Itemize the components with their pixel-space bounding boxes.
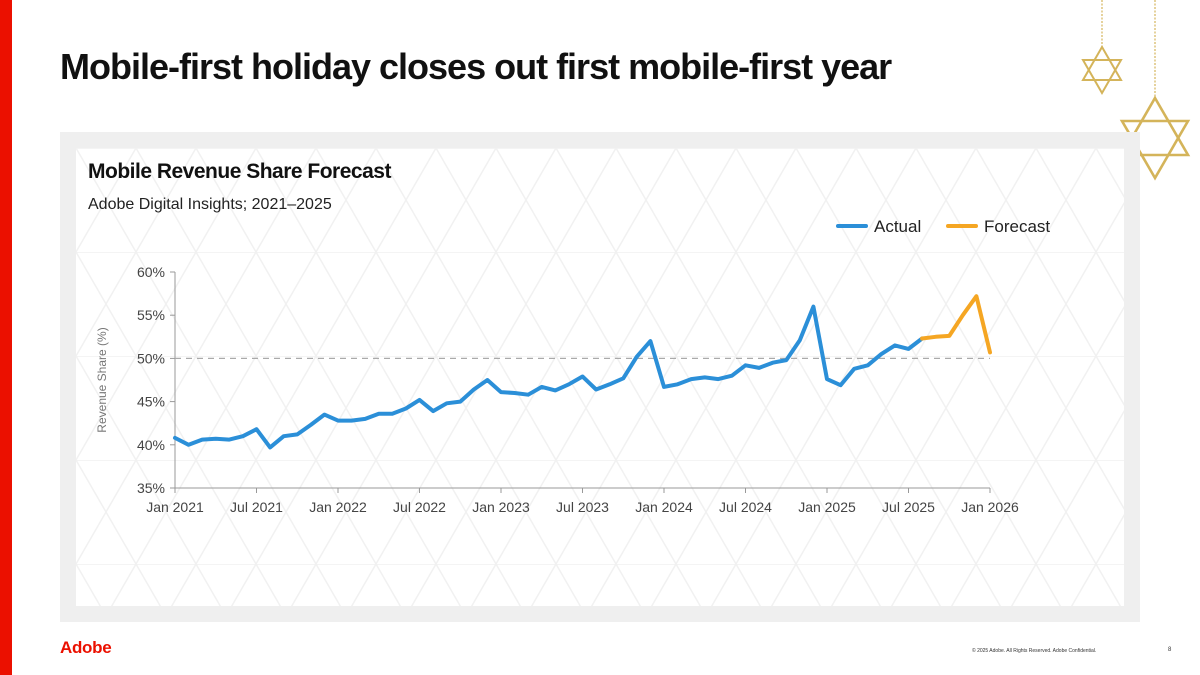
chart-card: Mobile Revenue Share Forecast Adobe Digi… xyxy=(76,148,1124,606)
x-tick-label: Jul 2021 xyxy=(230,499,283,515)
y-tick-label: 35% xyxy=(137,480,165,496)
y-tick-label: 45% xyxy=(137,394,165,410)
legend-label-actual: Actual xyxy=(874,217,921,236)
series-line-actual xyxy=(173,304,925,450)
x-tick-label: Jan 2025 xyxy=(798,499,856,515)
x-tick-label: Jan 2023 xyxy=(472,499,530,515)
slide-title: Mobile-first holiday closes out first mo… xyxy=(60,46,892,87)
x-tick-label: Jan 2021 xyxy=(146,499,204,515)
x-tick-label: Jan 2022 xyxy=(309,499,367,515)
brand-red-bar xyxy=(0,0,12,675)
y-tick-label: 50% xyxy=(137,350,165,366)
chart-subtitle: Adobe Digital Insights; 2021–2025 xyxy=(88,196,332,213)
x-tick-label: Jul 2023 xyxy=(556,499,609,515)
x-tick-label: Jul 2024 xyxy=(719,499,772,515)
series-line-forecast xyxy=(920,294,992,355)
page-number: 8 xyxy=(1168,647,1172,653)
legend-label-forecast: Forecast xyxy=(984,217,1050,236)
adobe-logo: Adobe xyxy=(60,638,112,657)
chart-title: Mobile Revenue Share Forecast xyxy=(88,160,391,183)
y-tick-label: 60% xyxy=(137,264,165,280)
x-tick-label: Jan 2024 xyxy=(635,499,693,515)
x-tick-label: Jul 2025 xyxy=(882,499,935,515)
y-tick-label: 40% xyxy=(137,437,165,453)
star-of-david-small-icon xyxy=(1081,44,1123,96)
x-tick-label: Jan 2026 xyxy=(961,499,1019,515)
line-chart: 35% 40% 45% 50% 55% 60% Jan 2021 Jul 2021 Jan 20… xyxy=(95,217,1050,515)
y-tick-label: 55% xyxy=(137,307,165,323)
y-axis-label: Revenue Share (%) xyxy=(95,327,109,432)
footer-copyright: © 2025 Adobe. All Rights Reserved. Adobe… xyxy=(972,648,1097,654)
chart-panel: Mobile Revenue Share Forecast Adobe Digi… xyxy=(60,132,1140,622)
x-tick-label: Jul 2022 xyxy=(393,499,446,515)
